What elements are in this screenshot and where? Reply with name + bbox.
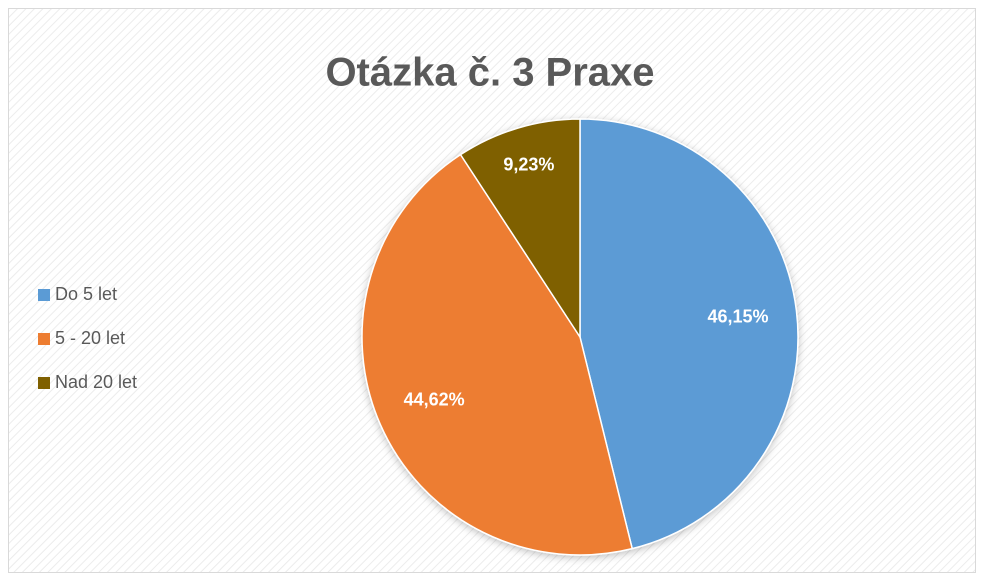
legend-swatch (38, 333, 50, 345)
legend-label: Do 5 let (55, 284, 117, 304)
data-label: 44,62% (404, 389, 465, 409)
data-label: 9,23% (503, 154, 554, 174)
chart-title: Otázka č. 3 Praxe (325, 51, 654, 95)
pie-slice (579, 118, 799, 550)
pie (361, 118, 799, 556)
data-label: 46,15% (707, 307, 768, 327)
legend-swatch (38, 289, 50, 301)
pie-slice (459, 118, 581, 340)
legend-label: 5 - 20 let (55, 328, 125, 348)
pie-slice (361, 153, 634, 556)
legend-swatch (38, 377, 50, 389)
legend-label: Nad 20 let (55, 372, 137, 392)
